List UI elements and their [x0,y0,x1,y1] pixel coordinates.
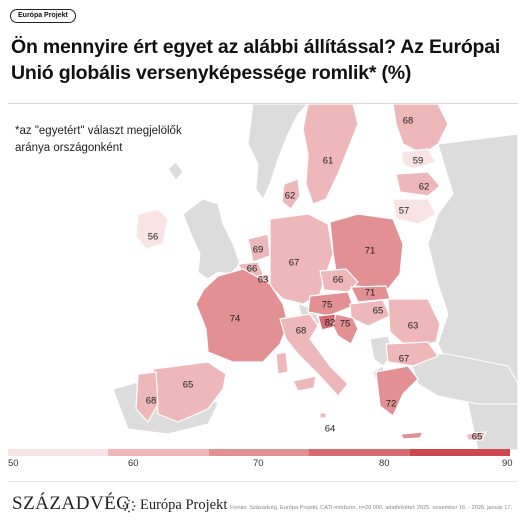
value-label-france: 74 [230,314,241,325]
value-label-cyprus: 65 [472,432,483,443]
color-scale-tick-5: 90 [502,458,513,469]
country-italy-sicily [292,375,317,392]
color-scale-step-5 [409,449,511,456]
szazadveg-logo: SZÁZADVÉG [12,493,131,514]
country-sweden [302,104,359,205]
color-scale-tick-4: 80 [379,458,390,469]
value-label-portugal: 68 [146,396,157,407]
europa-projekt-logo: Európa Projekt [122,497,227,514]
europa-projekt-label: Európa Projekt [140,497,228,513]
country-lithuania [392,198,437,225]
country-romania [387,298,441,349]
value-label-sweden: 61 [323,156,334,167]
country-croatia [332,313,359,345]
country-spain [152,361,227,423]
value-label-hungary: 65 [373,306,384,317]
footer-divider [8,481,518,482]
color-scale-bar [8,449,511,456]
color-scale-labels: 50 60 70 80 90 [0,458,526,472]
color-scale-step-1 [8,449,109,456]
country-bulgaria [385,341,439,367]
country-latvia [395,171,441,197]
color-scale-step-3 [208,449,310,456]
value-label-estonia: 59 [413,156,424,167]
country-ireland [135,208,169,250]
country-greece [375,365,419,417]
section-tag: Európa Projekt [10,9,76,23]
country-austria [307,291,354,317]
country-portugal [135,371,159,424]
value-label-slovenia: 82 [325,318,336,329]
value-label-latvia: 62 [419,182,430,193]
value-label-czechia: 66 [333,275,344,286]
norway-shape [247,104,309,200]
value-label-denmark: 62 [285,191,296,202]
value-label-poland: 71 [365,246,376,257]
great-britain-shape [182,198,241,280]
country-france [195,268,289,363]
europe-map: 68 61 59 62 57 62 56 69 66 63 67 71 66 7… [112,104,518,450]
value-label-croatia: 75 [340,319,351,330]
value-label-slovakia: 71 [365,288,376,299]
country-cyprus [465,431,488,441]
country-greece-crete [400,431,425,440]
value-label-romania: 63 [408,321,419,332]
value-label-lithuania: 57 [399,206,410,217]
value-label-spain: 65 [183,380,194,391]
value-label-germany: 67 [289,258,300,269]
value-label-finland: 68 [403,116,414,127]
country-germany [269,213,334,305]
value-label-luxembourg: 63 [258,275,269,286]
value-label-greece: 72 [386,399,397,410]
value-label-bulgaria: 67 [399,354,410,365]
value-label-malta: 64 [325,424,336,435]
source-note: Forrás: Századvég, Európa Projekt, CATI-… [230,505,513,511]
value-label-italy: 68 [296,326,307,337]
island-shape [167,161,184,181]
country-italy [279,313,349,397]
value-label-ireland: 56 [148,232,159,243]
country-estonia [400,148,437,170]
value-label-netherlands: 69 [253,245,264,256]
star-ring-icon [122,499,136,512]
country-hungary [349,299,391,327]
color-scale-step-4 [309,449,410,456]
value-label-austria: 75 [322,300,333,311]
color-scale-tick-1: 50 [8,458,19,469]
value-label-belgium: 66 [247,264,258,275]
color-scale-step-2 [108,449,209,456]
color-scale-tick-2: 60 [128,458,139,469]
color-scale-tick-3: 70 [253,458,264,469]
country-italy-sardinia [275,351,289,375]
country-poland [329,213,404,290]
chart-footnote: *az "egyetért" választ megjelölők aránya… [15,125,182,154]
country-malta [319,412,327,419]
turkey-shape [407,353,518,405]
country-finland [392,104,449,155]
page-title: Ön mennyire ért egyet az alábbi állításs… [11,36,501,84]
map-area: 68 61 59 62 57 62 56 69 66 63 67 71 66 7… [8,104,518,450]
context-land [112,104,518,450]
country-denmark [281,178,301,210]
